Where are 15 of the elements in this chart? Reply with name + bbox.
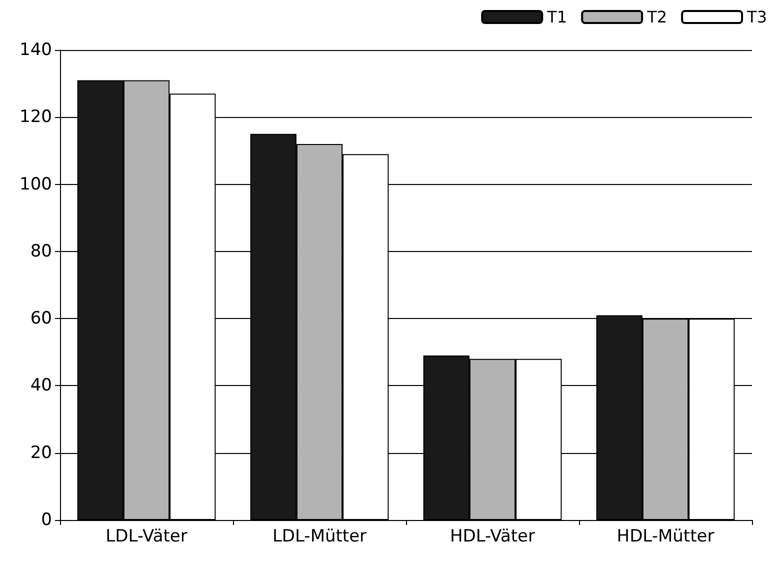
- x-tick-label: HDL-Väter: [450, 526, 536, 546]
- legend-label: T2: [646, 8, 668, 26]
- legend-label: T3: [746, 8, 767, 26]
- y-tick-label: 140: [20, 40, 52, 60]
- x-tick-label: HDL-Mütter: [616, 526, 714, 546]
- y-tick-label: 60: [30, 308, 52, 329]
- y-tick-label: 0: [41, 510, 52, 530]
- legend-label: T1: [546, 8, 568, 26]
- y-tick-label: 80: [30, 241, 52, 262]
- x-tick-label: LDL-Mütter: [272, 526, 367, 546]
- y-tick-label: 40: [30, 376, 52, 396]
- x-tick-label: LDL-Väter: [106, 526, 188, 546]
- y-tick-label: 120: [20, 107, 52, 128]
- y-tick-label: 20: [30, 442, 52, 463]
- y-tick-label: 100: [20, 174, 52, 194]
